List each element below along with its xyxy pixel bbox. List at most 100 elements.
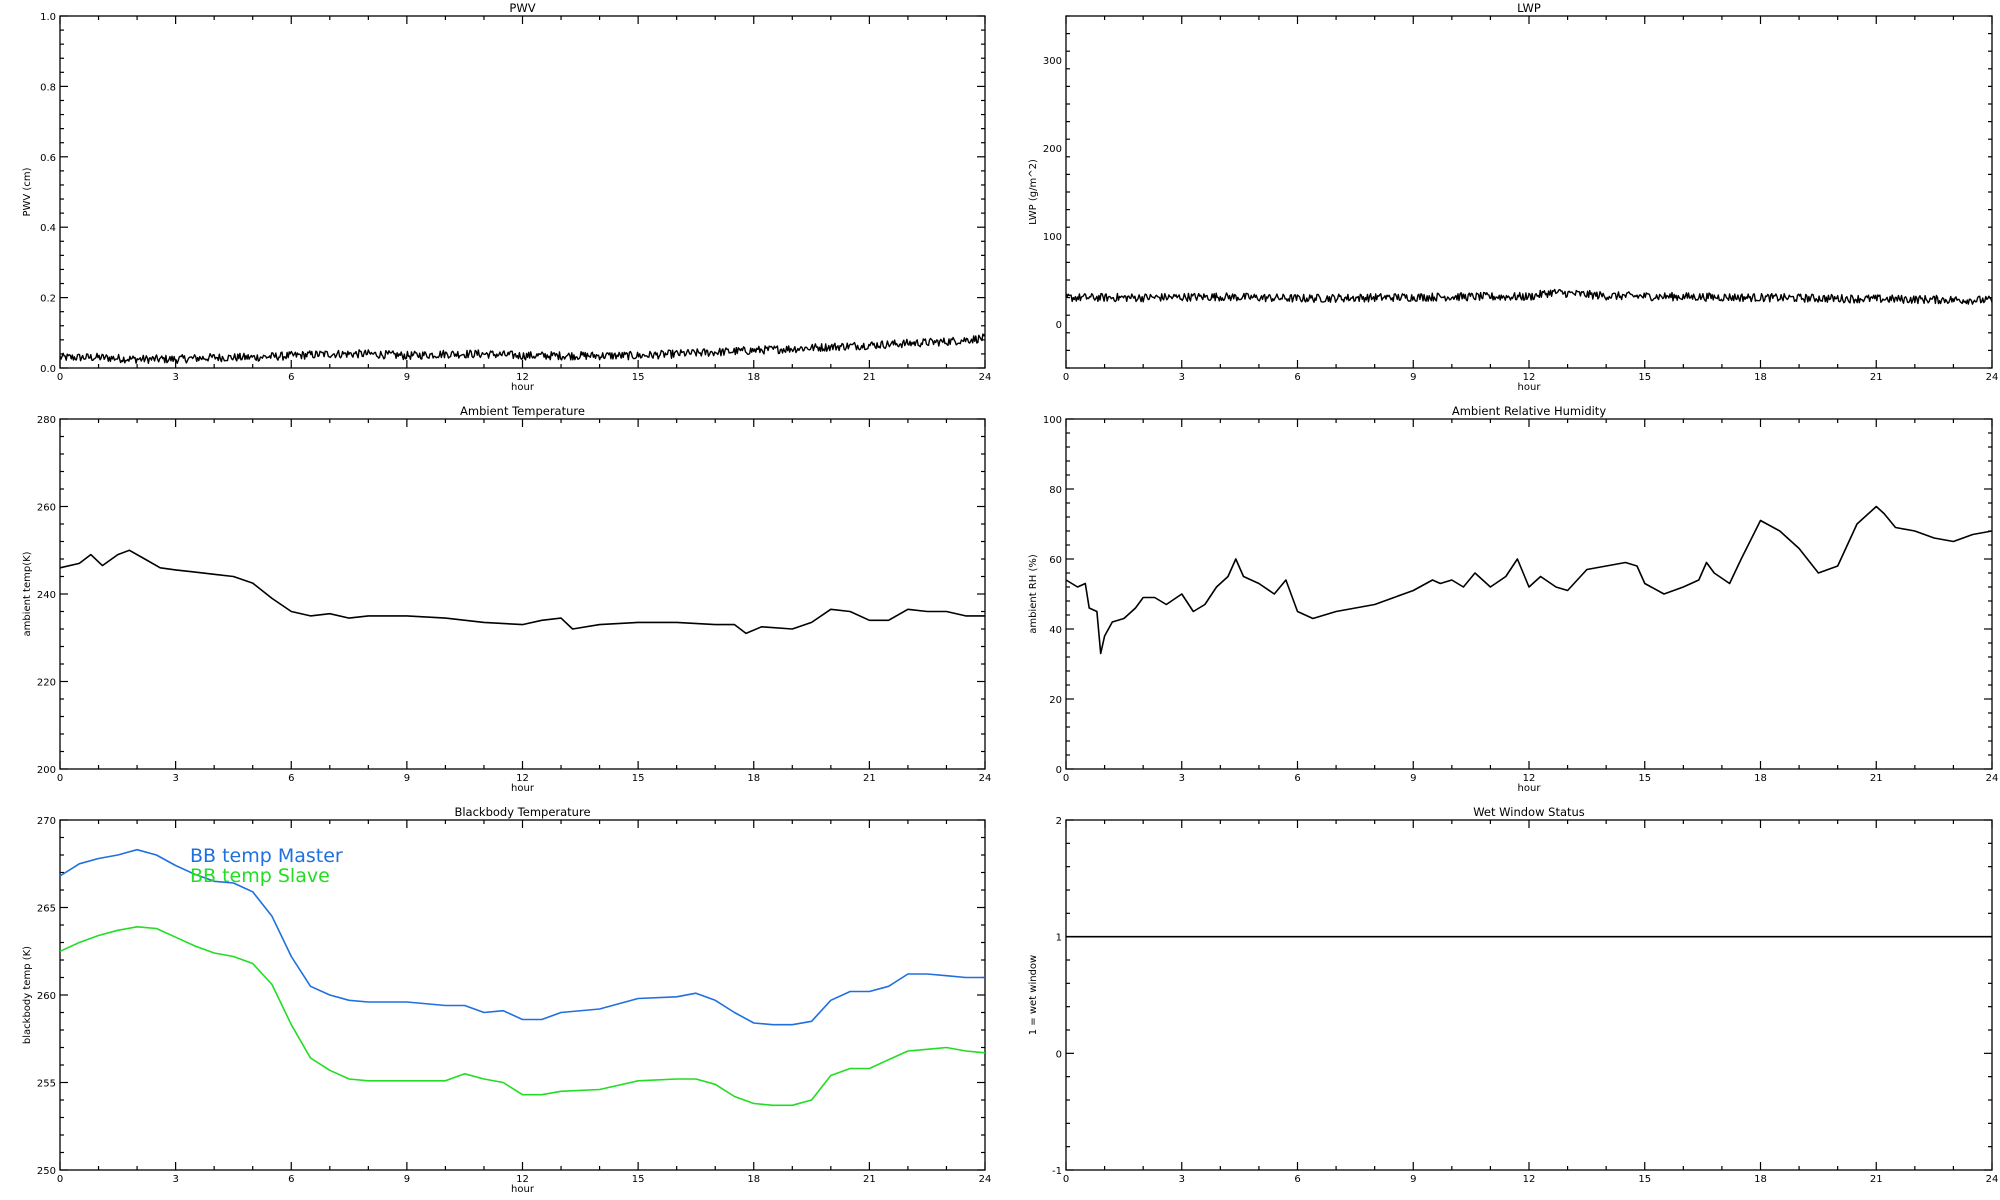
- chart-panel-1: LWP 0 3 6 9 12 15 18 21 24 0 100 200 300 hour LWP (g/m^…: [1028, 1, 1998, 393]
- x-tick-label: 0: [57, 1174, 63, 1185]
- y-tick-label: 280: [37, 415, 56, 426]
- y-tick-label: 80: [1049, 485, 1062, 496]
- series-line-0: [1065, 505, 1993, 655]
- x-tick-label: 24: [1986, 1174, 1999, 1185]
- x-tick-label: 6: [1294, 372, 1300, 383]
- series-line-0: [59, 333, 986, 364]
- y-axis-label: blackbody temp (K): [22, 946, 33, 1044]
- y-tick-label: 60: [1049, 555, 1062, 566]
- x-tick-label: 24: [979, 1174, 992, 1185]
- y-tick-label: 1.0: [40, 12, 56, 23]
- x-tick-label: 24: [1986, 372, 1999, 383]
- x-tick-label: 21: [863, 1174, 876, 1185]
- x-tick-label: 3: [172, 372, 178, 383]
- y-tick-label: 300: [1043, 56, 1062, 67]
- x-tick-label: 3: [1179, 773, 1185, 784]
- legend-entry: BB temp Master: [190, 845, 343, 867]
- chart-panel-4: Blackbody Temperature 0 3 6 9 12 15 18 21 24 250 25…: [22, 805, 991, 1195]
- x-tick-label: 9: [404, 1174, 410, 1185]
- y-axis-label: LWP (g/m^2): [1028, 159, 1039, 225]
- plot-frame: [59, 418, 986, 770]
- x-tick-label: 12: [516, 372, 529, 383]
- x-axis-label: hour: [511, 1184, 535, 1195]
- x-tick-label: 9: [1410, 372, 1416, 383]
- y-tick-label: 100: [1043, 232, 1062, 243]
- x-tick-label: 18: [1754, 1174, 1767, 1185]
- x-tick-label: 9: [1410, 773, 1416, 784]
- y-tick-label: 20: [1049, 695, 1062, 706]
- x-tick-label: 6: [1294, 1174, 1300, 1185]
- legend-entry: BB temp Slave: [190, 865, 330, 887]
- y-tick-label: 0.6: [40, 153, 56, 164]
- x-tick-label: 15: [632, 773, 645, 784]
- x-tick-label: 9: [1410, 1174, 1416, 1185]
- y-tick-label: 0: [1056, 1049, 1062, 1060]
- x-tick-label: 12: [516, 773, 529, 784]
- x-tick-label: 18: [747, 1174, 760, 1185]
- x-tick-label: 18: [747, 773, 760, 784]
- x-tick-label: 12: [516, 1174, 529, 1185]
- y-tick-label: 200: [1043, 144, 1062, 155]
- x-tick-label: 3: [1179, 372, 1185, 383]
- x-tick-label: 21: [863, 773, 876, 784]
- y-axis-label: 1 = wet window: [1028, 955, 1039, 1035]
- y-axis-label: ambient temp(K): [22, 551, 33, 636]
- chart-title: Blackbody Temperature: [454, 805, 590, 819]
- y-tick-label: 200: [37, 765, 56, 776]
- x-tick-label: 6: [288, 1174, 294, 1185]
- plot-frame: [59, 15, 986, 369]
- x-tick-label: 18: [1754, 372, 1767, 383]
- y-tick-label: 255: [37, 1079, 56, 1090]
- y-tick-label: 260: [37, 991, 56, 1002]
- x-tick-label: 3: [172, 773, 178, 784]
- chart-panel-2: Ambient Temperature 0 3 6 9 12 15 18 21 24 200 220 2…: [22, 404, 991, 794]
- x-tick-label: 9: [404, 773, 410, 784]
- x-tick-label: 12: [1523, 372, 1536, 383]
- x-tick-label: 6: [288, 773, 294, 784]
- x-tick-label: 0: [1063, 1174, 1069, 1185]
- x-tick-label: 3: [1179, 1174, 1185, 1185]
- y-tick-label: 0.2: [40, 294, 56, 305]
- y-tick-label: 260: [37, 503, 56, 514]
- x-tick-label: 6: [288, 372, 294, 383]
- x-tick-label: 15: [1638, 773, 1651, 784]
- y-tick-label: 40: [1049, 625, 1062, 636]
- x-tick-label: 12: [1523, 773, 1536, 784]
- x-axis-label: hour: [511, 382, 535, 393]
- plot-frame: [1065, 819, 1993, 1171]
- chart-panel-3: Ambient Relative Humidity 0 3 6 9 12 15 18 21 24 0…: [1028, 404, 1998, 794]
- y-tick-label: 250: [37, 1166, 56, 1177]
- x-axis-label: hour: [1518, 783, 1542, 794]
- y-tick-label: 100: [1043, 415, 1062, 426]
- plot-frame: [1065, 418, 1993, 770]
- series-line-0: [1065, 288, 1993, 305]
- x-tick-label: 15: [1638, 1174, 1651, 1185]
- chart-title: LWP: [1517, 1, 1541, 15]
- x-tick-label: 15: [632, 1174, 645, 1185]
- x-tick-label: 3: [172, 1174, 178, 1185]
- series-line-0: [59, 848, 985, 1026]
- series-line-0: [59, 549, 985, 635]
- x-tick-label: 21: [863, 372, 876, 383]
- x-tick-label: 9: [404, 372, 410, 383]
- x-tick-label: 18: [1754, 773, 1767, 784]
- x-tick-label: 15: [632, 372, 645, 383]
- x-tick-label: 0: [1063, 773, 1069, 784]
- x-tick-label: 0: [57, 372, 63, 383]
- y-tick-label: 1: [1056, 933, 1062, 944]
- y-tick-label: 240: [37, 590, 56, 601]
- x-axis-label: hour: [511, 783, 535, 794]
- x-tick-label: 21: [1870, 773, 1883, 784]
- x-tick-label: 0: [1063, 372, 1069, 383]
- x-tick-label: 21: [1870, 372, 1883, 383]
- chart-title: Ambient Temperature: [460, 404, 585, 418]
- x-tick-label: 24: [979, 372, 992, 383]
- y-axis-label: ambient RH (%): [1028, 554, 1039, 634]
- y-tick-label: 265: [37, 904, 56, 915]
- chart-panel-0: PWV 0 3 6 9 12 15 18 21 24 0.0 0.2 0.4 0.6 0.8 1.0 hour P…: [22, 1, 991, 393]
- x-tick-label: 15: [1638, 372, 1651, 383]
- x-tick-label: 21: [1870, 1174, 1883, 1185]
- x-tick-label: 24: [979, 773, 992, 784]
- x-tick-label: 12: [1523, 1174, 1536, 1185]
